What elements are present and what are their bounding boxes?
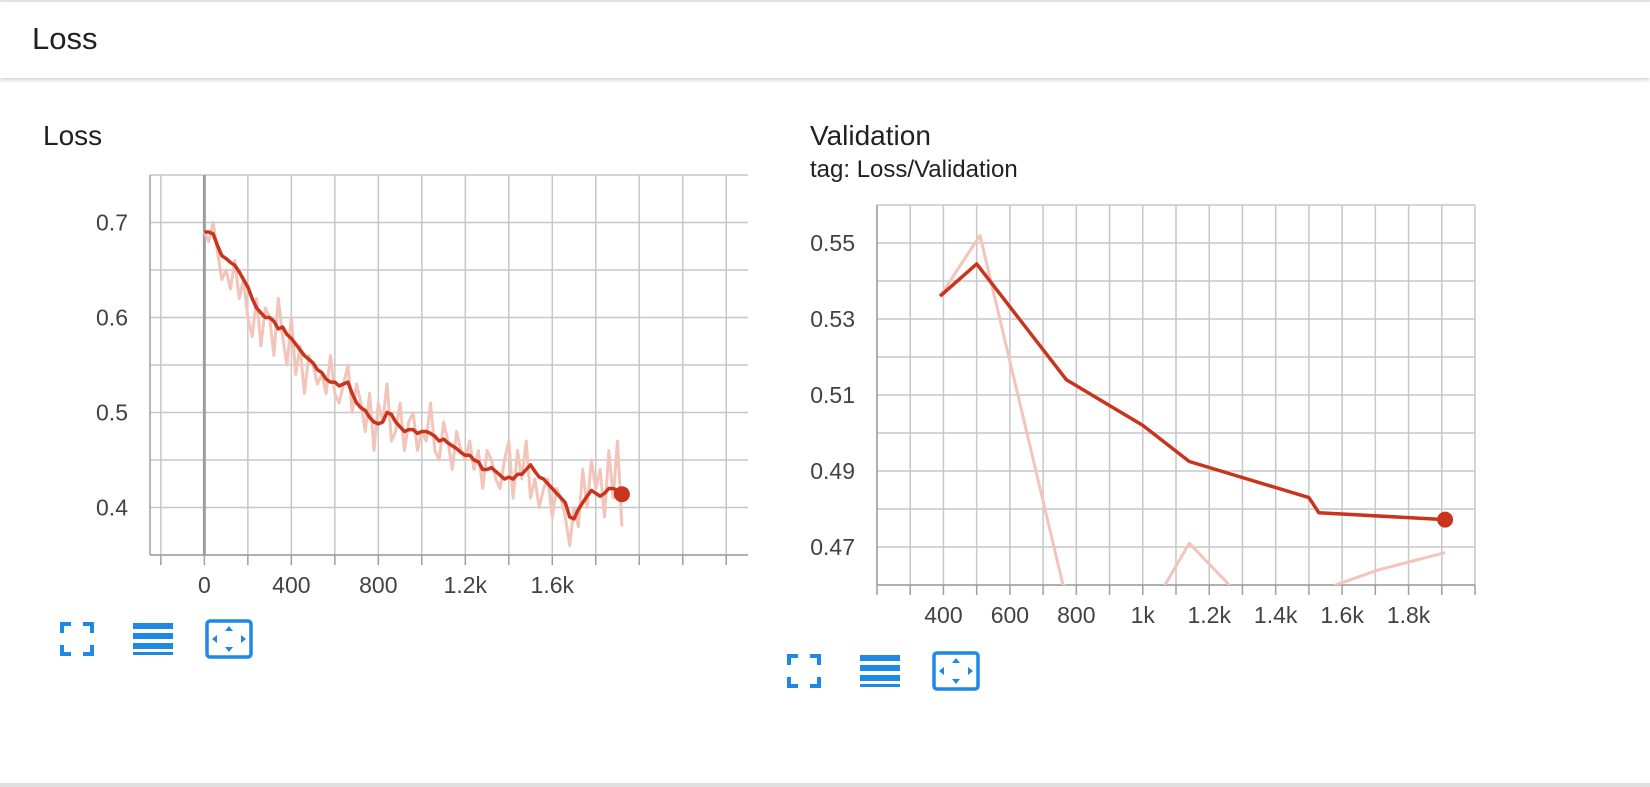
y-tick-label: 0.55 <box>810 230 855 256</box>
x-tick-label: 1.4k <box>1254 602 1298 628</box>
x-tick-label: 1.6k <box>531 572 575 598</box>
x-tick-label: 800 <box>1057 602 1095 628</box>
x-tick-label: 1k <box>1131 602 1156 628</box>
fullscreen-icon <box>787 654 821 688</box>
section-header: Loss <box>0 2 1650 78</box>
fit-domain-button[interactable] <box>931 650 981 692</box>
chart-title: Validation <box>810 120 931 151</box>
raw-series-line <box>203 221 624 547</box>
fullscreen-icon <box>60 622 94 656</box>
x-tick-label: 800 <box>359 572 397 598</box>
chart-card-validation: Validation tag: Loss/Validation 400 600 80… <box>765 90 1565 715</box>
x-tick-label: 400 <box>924 602 962 628</box>
raw-series-line <box>938 233 1446 585</box>
bottom-divider <box>0 783 1650 787</box>
fit-domain-button[interactable] <box>204 618 254 660</box>
y-tick-label: 0.7 <box>96 210 128 236</box>
x-tick-label: 1.6k <box>1320 602 1364 628</box>
top-strip <box>0 0 1650 2</box>
last-point-marker <box>1437 511 1454 528</box>
x-tick-label: 1.8k <box>1387 602 1431 628</box>
chart-title: Loss <box>43 120 103 151</box>
fit-domain-icon <box>205 619 253 659</box>
y-tick-label: 0.6 <box>96 305 128 331</box>
list-icon <box>133 623 173 655</box>
validation-chart[interactable]: 400 600 800 1k 1.2k 1.4k 1.6k 1.8k 0.47 0.49 0.51 0… <box>765 190 1565 710</box>
y-tick-label: 0.47 <box>810 534 855 560</box>
fullscreen-button[interactable] <box>52 618 102 660</box>
list-icon <box>860 655 900 687</box>
y-tick-label: 0.51 <box>810 382 855 408</box>
fit-domain-icon <box>932 651 980 691</box>
smoothed-series-line <box>938 262 1446 522</box>
x-tick-label: 600 <box>991 602 1029 628</box>
loss-chart[interactable]: 0 400 800 1.2k 1.6k 0.4 0.5 0.6 0.7 <box>0 160 770 680</box>
toggle-y-log-button[interactable] <box>128 618 178 660</box>
y-tick-label: 0.49 <box>810 458 855 484</box>
x-tick-label: 400 <box>272 572 310 598</box>
x-tick-label: 1.2k <box>1187 602 1231 628</box>
section-title: Loss <box>32 21 98 56</box>
last-point-marker <box>613 486 630 503</box>
chart-toolbar <box>779 650 1007 692</box>
y-tick-label: 0.5 <box>96 400 128 426</box>
x-tick-label: 0 <box>198 572 211 598</box>
chart-toolbar <box>52 618 280 660</box>
fullscreen-button[interactable] <box>779 650 829 692</box>
chart-subtitle: tag: Loss/Validation <box>810 156 1018 183</box>
y-tick-label: 0.4 <box>96 495 128 521</box>
smoothed-series-line <box>204 230 624 521</box>
toggle-y-log-button[interactable] <box>855 650 905 692</box>
chart-card-loss: Loss 0 400 800 1.2k 1.6k 0.4 0.5 0.6 0.7 <box>0 90 770 680</box>
x-tick-label: 1.2k <box>444 572 488 598</box>
y-tick-label: 0.53 <box>810 306 855 332</box>
